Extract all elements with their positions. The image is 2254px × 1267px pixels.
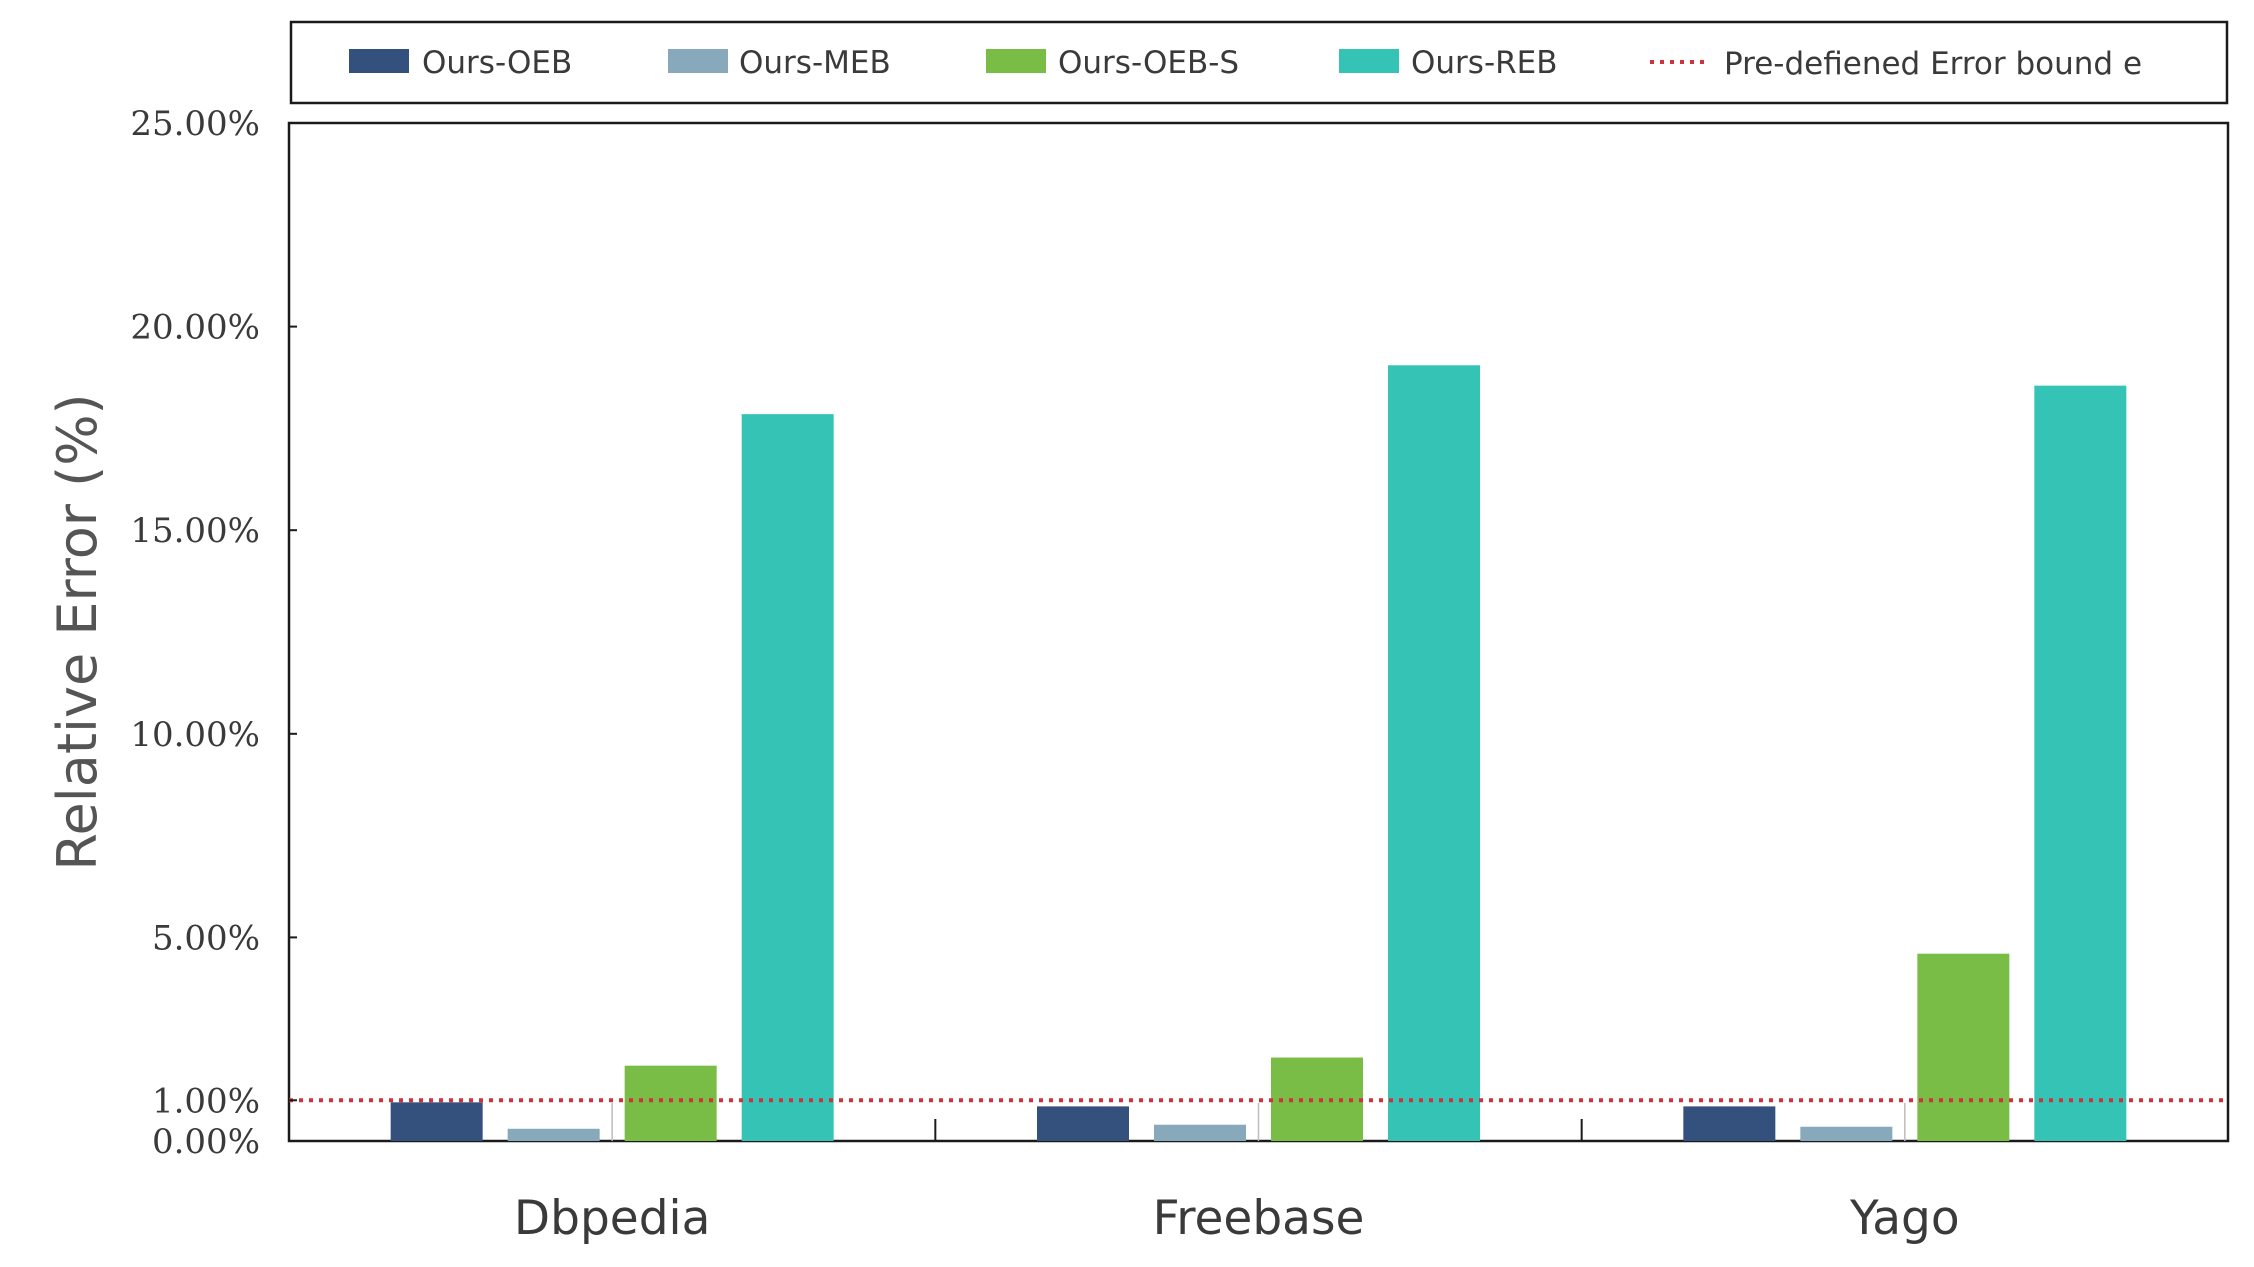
y-axis-title: Relative Error (%) [46, 393, 109, 870]
legend-swatch-ours-oeb [349, 49, 409, 73]
y-tick-label: 1.00% [152, 1081, 260, 1121]
bars [390, 365, 2127, 1141]
y-tick-label: 25.00% [130, 104, 260, 144]
legend-label-error-bound: Pre-defiened Error bound e [1724, 46, 2142, 82]
y-tick-label: 5.00% [152, 918, 260, 958]
bar-ours-reb-yago [2034, 385, 2127, 1141]
legend-box [289, 20, 2229, 105]
legend-label-ours-reb: Ours-REB [1411, 45, 1558, 81]
legend-swatch-ours-oeb-s [986, 49, 1046, 73]
bar-ours-meb-freebase [1154, 1124, 1246, 1141]
y-axis: 0.00%1.00% 5.00% 10.00% 15.00% 20.00% 25.00% [130, 104, 297, 1162]
y-tick-label: 20.00% [130, 308, 260, 348]
x-category-label-freebase: Freebase [1153, 1191, 1365, 1246]
bar-ours-reb-freebase [1388, 365, 1480, 1141]
bar-ours-meb-dbpedia [507, 1128, 600, 1141]
x-category-label-dbpedia: Dbpedia [514, 1191, 710, 1246]
y-tick-label: 10.00% [130, 715, 260, 755]
bar-ours-oeb-dbpedia [390, 1102, 483, 1141]
y-tick-label: 15.00% [130, 511, 260, 551]
bar-ours-reb-dbpedia [741, 414, 834, 1141]
bar-ours-oeb-s-dbpedia [624, 1065, 717, 1141]
bar-ours-oeb-yago [1683, 1106, 1776, 1141]
legend-swatch-ours-meb [668, 49, 728, 73]
bar-ours-oeb-s-freebase [1271, 1057, 1363, 1141]
y-tick-label: 0.00% [152, 1122, 260, 1162]
bar-ours-oeb-freebase [1037, 1106, 1129, 1141]
legend-label-ours-oeb-s: Ours-OEB-S [1058, 45, 1239, 81]
bar-ours-meb-yago [1800, 1126, 1893, 1141]
x-axis: Dbpedia Freebase Yago [514, 1119, 1960, 1246]
legend-label-ours-meb: Ours-MEB [739, 45, 891, 81]
legend: Ours-OEB Ours-MEB Ours-OEB-S Ours-REB Pre-de… [289, 20, 2229, 105]
legend-label-ours-oeb: Ours-OEB [422, 45, 572, 81]
legend-swatch-ours-reb [1339, 49, 1399, 73]
x-category-label-yago: Yago [1849, 1191, 1960, 1246]
bar-ours-oeb-s-yago [1917, 953, 2010, 1141]
